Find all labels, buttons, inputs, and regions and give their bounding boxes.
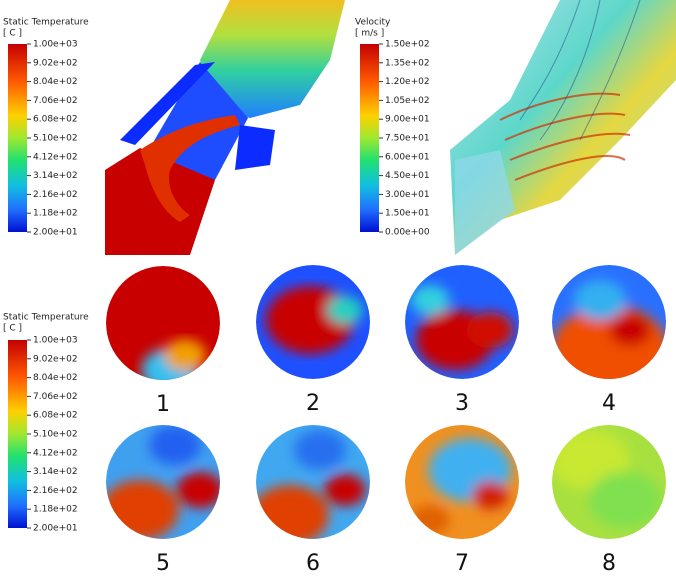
colorbar-label: 8.04e+02 [33, 77, 78, 87]
colorbar-label: 0.00e+00 [385, 228, 430, 238]
colorbar-label: 7.06e+02 [33, 392, 78, 402]
colorbar-label: 1.50e+01 [385, 209, 430, 219]
blob [294, 430, 346, 470]
blob [256, 485, 329, 539]
colorbar-label: 6.00e+01 [385, 152, 430, 162]
blob [471, 481, 509, 509]
blob [466, 312, 514, 348]
section-blobs [410, 438, 512, 535]
colorbar-label: 1.00e+03 [33, 40, 78, 50]
legend-title: Static Temperature [3, 18, 89, 28]
section-contour [256, 265, 370, 379]
colorbar-label: 1.00e+03 [33, 336, 78, 346]
colorbar [360, 44, 379, 232]
colorbar-label: 1.18e+02 [33, 209, 78, 219]
section-contour [256, 425, 370, 539]
section-blobs [265, 286, 364, 354]
section-contours [106, 265, 666, 539]
blob [149, 425, 201, 465]
section-contour [405, 425, 519, 539]
blob [410, 285, 450, 315]
colorbar-label: 6.08e+02 [33, 411, 78, 421]
colorbar [8, 44, 27, 232]
temperature-contour [105, 0, 345, 255]
section-number: 2 [306, 391, 320, 416]
blob [410, 505, 450, 535]
colorbar-label: 5.10e+02 [33, 430, 78, 440]
legend-unit: [ m/s ] [355, 29, 384, 39]
colorbar-label: 1.35e+02 [385, 58, 430, 68]
colorbar-label: 4.50e+01 [385, 171, 430, 181]
blob [106, 480, 179, 539]
colorbar-label: 1.20e+02 [385, 77, 430, 87]
section-number: 4 [602, 391, 616, 416]
legend-unit: [ C ] [3, 324, 22, 334]
section-blobs [141, 339, 206, 380]
blob [609, 314, 651, 346]
blob [552, 305, 666, 379]
colorbar-label: 7.06e+02 [33, 96, 78, 106]
colorbar-label: 2.00e+01 [33, 524, 78, 534]
colorbar-label: 1.50e+02 [385, 40, 430, 50]
colorbar-label: 3.00e+01 [385, 190, 430, 200]
colorbar-label: 9.02e+02 [33, 58, 78, 68]
section-contour [552, 265, 666, 379]
section-number: 3 [455, 391, 469, 416]
blob [326, 296, 364, 324]
section-number: 1 [156, 392, 170, 417]
legend-title: Velocity [355, 18, 391, 28]
blob [574, 280, 626, 320]
velocity-streamlines [450, 0, 676, 255]
colorbar [8, 340, 27, 528]
section-blobs [552, 430, 662, 528]
section-contour [106, 266, 220, 380]
section-contour [106, 425, 220, 539]
section-blobs [410, 285, 514, 370]
colorbar-label: 3.14e+02 [33, 467, 78, 477]
labels: Static Temperature[ C ]1.00e+039.02e+028… [3, 18, 616, 577]
colorbar-label: 6.08e+02 [33, 115, 78, 125]
blob [176, 472, 220, 508]
section-number: 8 [602, 551, 616, 575]
blob [324, 474, 366, 506]
section-number: 6 [306, 551, 320, 575]
colorbar-label: 1.18e+02 [33, 505, 78, 515]
colorbar-label: 2.00e+01 [33, 228, 78, 238]
colorbar-label: 3.14e+02 [33, 171, 78, 181]
colorbar-label: 9.02e+02 [33, 354, 78, 364]
colorbar-label: 5.10e+02 [33, 134, 78, 144]
blob [588, 472, 662, 528]
section-contour [405, 265, 519, 379]
colorbar-label: 1.05e+02 [385, 96, 430, 106]
colorbar-label: 4.12e+02 [33, 152, 78, 162]
section-contour [552, 425, 666, 539]
legend-unit: [ C ] [3, 29, 22, 39]
blob [164, 339, 206, 371]
legend-title: Static Temperature [3, 313, 89, 323]
colorbar-label: 4.12e+02 [33, 448, 78, 458]
colorbar-label: 9.00e+01 [385, 115, 430, 125]
colorbar-label: 8.04e+02 [33, 373, 78, 383]
colorbar-label: 7.50e+01 [385, 134, 430, 144]
colorbar-label: 2.16e+02 [33, 486, 78, 496]
section-number: 5 [156, 551, 170, 575]
colorbar-label: 2.16e+02 [33, 190, 78, 200]
section-number: 7 [455, 551, 469, 575]
